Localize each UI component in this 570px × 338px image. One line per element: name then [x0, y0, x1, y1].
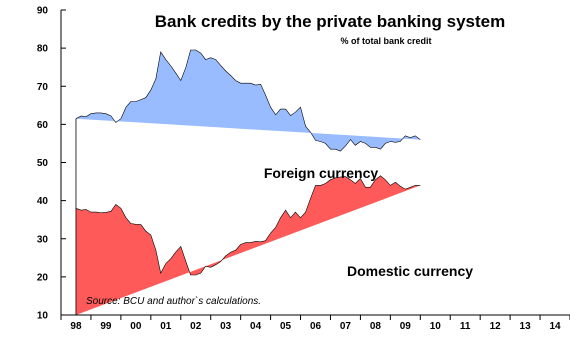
x-tick-label: 10: [430, 321, 442, 332]
y-tick-label: 50: [37, 158, 49, 169]
x-tick-label: 05: [280, 321, 292, 332]
x-tick-label: 04: [250, 321, 262, 332]
x-tick-label: 08: [370, 321, 382, 332]
y-tick-label: 20: [37, 272, 49, 283]
y-tick-label: 90: [37, 6, 49, 17]
x-tick-label: 02: [190, 321, 202, 332]
area-layer: [75, 49, 421, 315]
x-tick-label: 09: [400, 321, 412, 332]
x-tick-label: 12: [490, 321, 502, 332]
x-tick-label: 98: [70, 321, 82, 332]
y-tick-label: 30: [37, 234, 49, 245]
series-label-domestic: Domestic currency: [347, 263, 473, 279]
source-note: Source: BCU and author`s calculations.: [86, 295, 261, 307]
chart-title: Bank credits by the private banking syst…: [155, 12, 506, 31]
x-tick-label: 99: [100, 321, 112, 332]
chart-subtitle: % of total bank credit: [340, 36, 431, 46]
x-tick-label: 03: [220, 321, 232, 332]
x-tick-label: 00: [130, 321, 142, 332]
y-tick-label: 70: [37, 82, 49, 93]
x-tick-label: 01: [160, 321, 172, 332]
y-tick-label: 80: [37, 44, 49, 55]
area-domestic-currency: [75, 175, 421, 315]
x-tick-label: 07: [340, 321, 352, 332]
area-foreign-currency: [76, 50, 421, 152]
x-tick-label: 14: [549, 321, 561, 332]
x-tick-label: 06: [310, 321, 322, 332]
x-tick-label: 11: [460, 321, 471, 332]
x-tick-label: 13: [520, 321, 532, 332]
line-total: [75, 49, 421, 152]
y-tick-label: 10: [37, 311, 49, 322]
axes-layer: 10 20 30 40 50 60 70 80 90 98 99 00 01 02 03 04 05 06 07 08…: [37, 6, 570, 332]
series-label-foreign: Foreign currency: [264, 165, 379, 181]
y-tick-label: 40: [37, 196, 49, 207]
y-tick-label: 60: [37, 120, 49, 131]
line-domestic-currency: [75, 175, 421, 276]
